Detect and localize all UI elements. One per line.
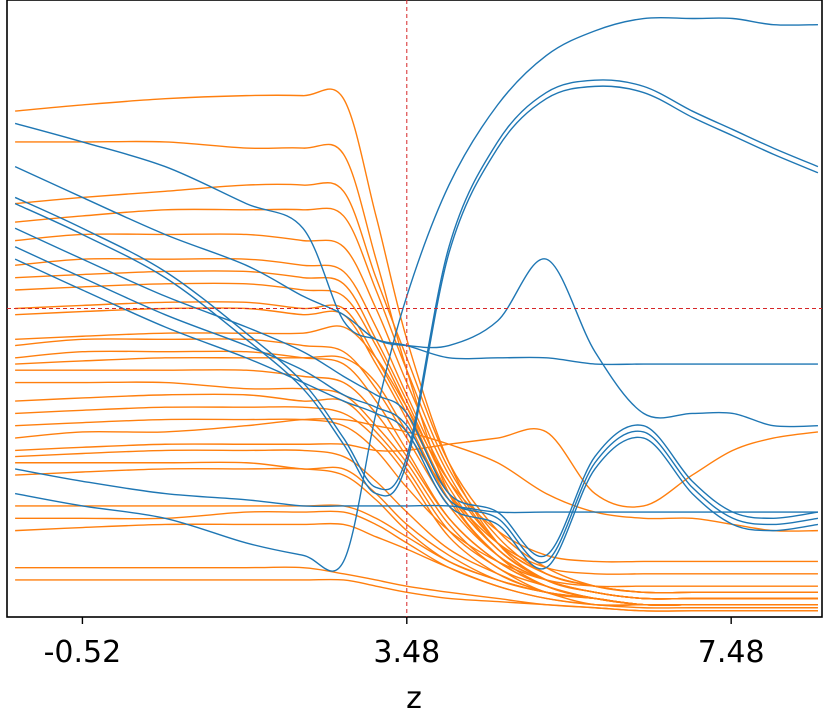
series-line-blue-2 bbox=[14, 165, 818, 428]
series-line-orange-14 bbox=[15, 257, 818, 594]
series-line-blue-3 bbox=[14, 79, 819, 491]
x-axis-ticks: -0.52 3.48 7.48 bbox=[44, 617, 765, 670]
series-line-blue-6 bbox=[14, 246, 819, 564]
series-line-orange-37 bbox=[15, 418, 818, 588]
series-line-blue-0 bbox=[14, 122, 818, 366]
series-line-orange-9 bbox=[15, 88, 818, 600]
series-line-blue-1 bbox=[14, 16, 818, 572]
series-line-orange-26 bbox=[15, 427, 819, 508]
series-line-orange-31 bbox=[15, 510, 818, 606]
series-line-orange-25 bbox=[15, 418, 818, 532]
series-line-orange-34 bbox=[15, 578, 818, 612]
series-line-blue-5 bbox=[14, 227, 819, 558]
series-line-orange-30 bbox=[15, 504, 818, 606]
x-tick-label: 7.48 bbox=[698, 635, 765, 670]
reference-lines bbox=[7, 0, 822, 617]
series-layer bbox=[14, 16, 819, 612]
series-line-orange-19 bbox=[15, 338, 818, 600]
series-line-blue-4 bbox=[14, 85, 819, 497]
x-axis-label: z bbox=[406, 681, 422, 716]
series-line-orange-27 bbox=[15, 449, 818, 606]
series-line-orange-32 bbox=[15, 522, 818, 609]
x-tick-label: 3.48 bbox=[373, 635, 440, 670]
series-line-orange-35 bbox=[15, 325, 818, 563]
series-line-blue-8 bbox=[14, 468, 818, 514]
x-tick-label: -0.52 bbox=[44, 635, 122, 670]
series-line-orange-36 bbox=[15, 355, 818, 575]
series-line-orange-11 bbox=[15, 182, 818, 594]
